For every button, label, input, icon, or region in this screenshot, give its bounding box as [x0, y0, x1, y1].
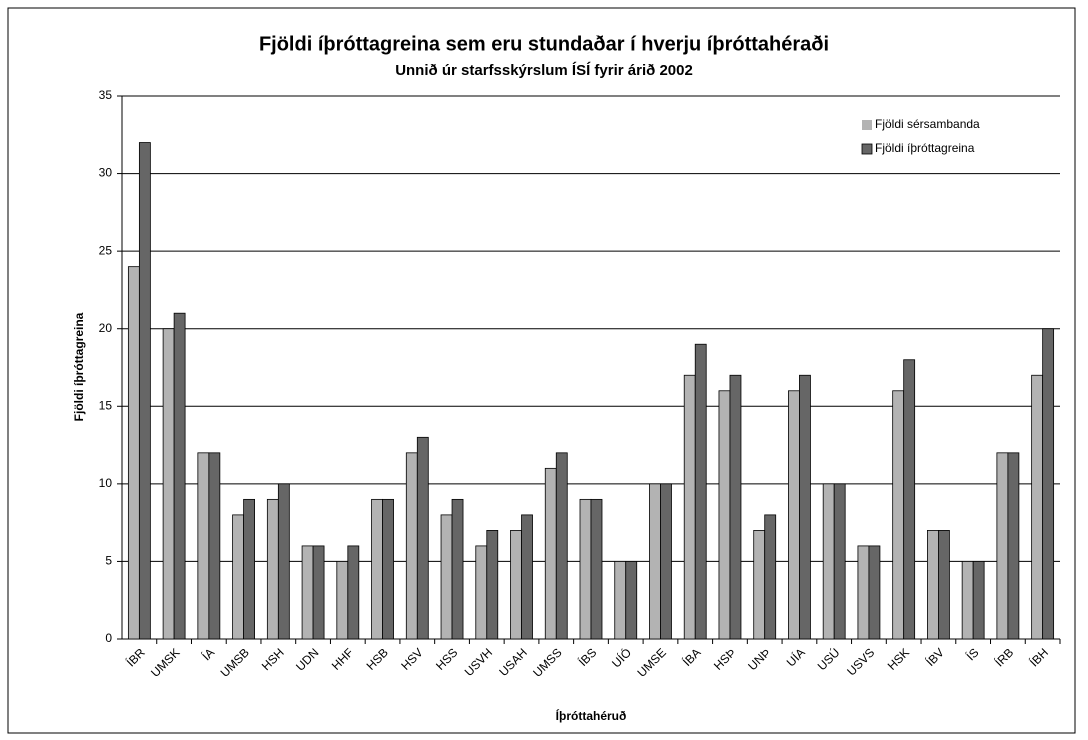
x-tick-label: UMSS [530, 645, 564, 679]
bar [243, 498, 255, 640]
x-tick-label: UNÞ [745, 645, 773, 673]
bar [961, 561, 974, 640]
y-tick-label: 5 [105, 554, 112, 568]
bar [277, 483, 290, 640]
x-tick-label: ÍBA [679, 645, 703, 669]
bar [451, 498, 464, 640]
bar [972, 561, 985, 640]
bar [718, 390, 731, 640]
bar [197, 452, 210, 640]
bar [590, 498, 603, 640]
legend-swatch [861, 143, 873, 155]
x-tick-label: USAH [496, 645, 529, 678]
bar [127, 266, 140, 640]
bar [405, 452, 418, 640]
bar [440, 514, 453, 640]
x-tick-label: UMSK [148, 645, 182, 679]
bar [1007, 452, 1020, 640]
bar [892, 390, 905, 640]
bar [382, 498, 394, 640]
x-tick-label: HHF [329, 645, 356, 672]
x-tick-label: ÍS [963, 645, 982, 664]
legend-label: Fjöldi íþróttagreina [875, 141, 975, 155]
x-axis-label: Íþróttahéruð [556, 708, 627, 723]
bar [266, 498, 279, 640]
bar [336, 561, 349, 640]
x-tick-label: HSV [398, 645, 425, 672]
y-tick-label: 0 [105, 631, 112, 645]
x-tick-label: UÍA [783, 645, 808, 670]
bar [1042, 328, 1055, 640]
bar [857, 545, 870, 640]
x-tick-label: ÍBS [575, 645, 599, 669]
bar [301, 545, 314, 640]
x-tick-label: USVS [844, 645, 877, 678]
x-tick-label: HSH [259, 645, 287, 673]
bar [416, 436, 429, 640]
x-tick-label: UMSE [634, 645, 668, 679]
x-tick-label: HSS [433, 645, 460, 672]
bar [162, 328, 175, 640]
bar [347, 545, 360, 640]
bar [312, 545, 325, 640]
x-tick-label: ÍA [199, 645, 218, 664]
bar [579, 498, 592, 640]
bar [903, 359, 916, 640]
bar [660, 483, 672, 640]
x-tick-label: UMSB [218, 645, 252, 679]
bar [625, 561, 638, 640]
y-tick-label: 10 [99, 476, 113, 490]
bar [555, 452, 568, 640]
x-tick-label: ÍBH [1026, 645, 1051, 670]
bar [788, 390, 800, 640]
bar [208, 452, 221, 640]
x-tick-label: USÚ [814, 645, 843, 674]
bar [649, 483, 661, 640]
bar [927, 530, 939, 640]
bar [764, 514, 777, 640]
chart-subtitle: Unnið úr starfsskýrslum ÍSÍ fyrir árið 2… [395, 62, 693, 79]
x-tick-label: UDN [293, 645, 321, 673]
x-tick-label: ÍBR [123, 645, 148, 670]
bar [510, 530, 522, 640]
bar [833, 483, 846, 640]
x-tick-label: HSÞ [711, 645, 738, 672]
bar [822, 483, 835, 640]
y-tick-label: 15 [99, 398, 113, 412]
x-tick-label: HSB [364, 645, 391, 672]
bar [614, 561, 627, 640]
bar [729, 374, 742, 640]
y-tick-label: 20 [99, 321, 113, 335]
chart-title: Fjöldi íþróttagreina sem eru stundaðar í… [259, 33, 829, 55]
legend-label: Fjöldi sérsambanda [875, 117, 980, 131]
bar [138, 142, 151, 640]
x-tick-label: UÍÓ [608, 645, 634, 671]
x-tick-label: ÍBV [922, 645, 946, 669]
y-tick-label: 30 [99, 166, 113, 180]
bar [486, 530, 499, 640]
bar [799, 374, 811, 640]
bar [753, 530, 766, 640]
bar [232, 514, 244, 640]
chart-frame [7, 7, 1076, 734]
bar [996, 452, 1009, 640]
y-tick-label: 35 [99, 88, 113, 102]
x-tick-label: ÍRB [991, 645, 1016, 670]
bar [1031, 374, 1044, 640]
bar [694, 343, 707, 640]
y-tick-label: 25 [99, 243, 113, 257]
bar [475, 545, 488, 640]
bar [544, 467, 557, 640]
bar [868, 545, 881, 640]
y-axis-label: Fjöldi íþróttagreina [72, 312, 86, 421]
x-tick-label: USVH [462, 645, 495, 678]
bar [683, 374, 696, 640]
bar [173, 312, 186, 640]
bar [521, 514, 533, 640]
legend-swatch [862, 120, 872, 130]
bar [938, 530, 950, 640]
x-tick-label: HSK [885, 645, 912, 672]
bar [371, 498, 383, 640]
